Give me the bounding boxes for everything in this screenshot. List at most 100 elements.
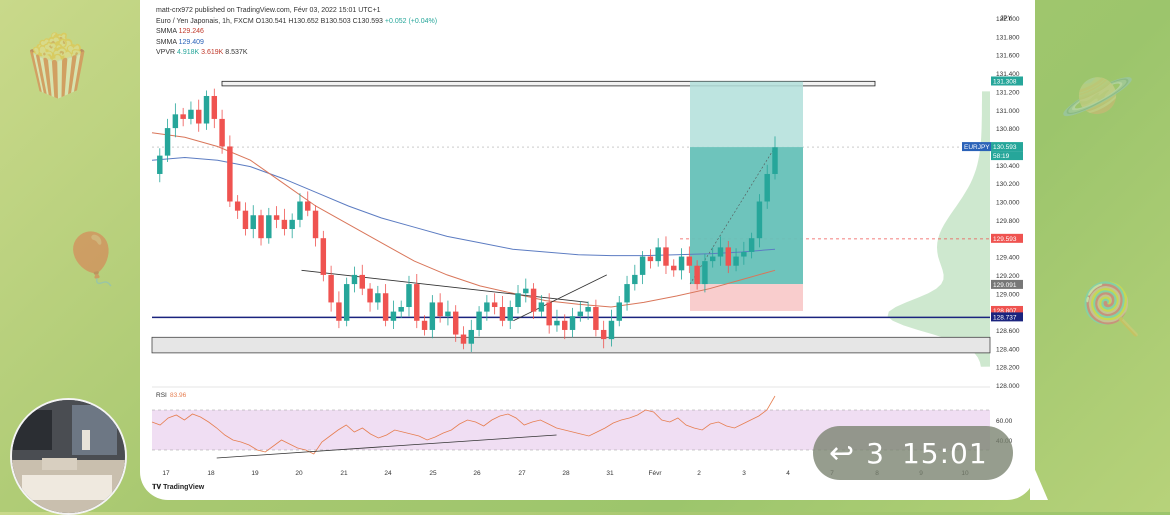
y-tick-label: 129.800	[996, 218, 1020, 225]
candle-body	[421, 320, 428, 330]
background-doodle-icon: 🪐	[1060, 61, 1135, 131]
resistance-zone	[221, 80, 876, 87]
price-badge-label: EURJPY	[964, 144, 990, 151]
smma1-label: SMMA	[156, 28, 177, 36]
candle-body	[382, 293, 389, 321]
candle-body	[608, 320, 615, 340]
candle-body	[414, 284, 420, 321]
vpvr-label: VPVR	[156, 49, 176, 57]
x-tick-label: 21	[340, 470, 348, 477]
candle-body	[375, 293, 381, 303]
candle-body	[709, 256, 716, 262]
candle-body	[273, 215, 280, 220]
chart-header: matt-crx972 published on TradingView.com…	[156, 6, 437, 59]
price-badge-label: 130.593	[993, 144, 1017, 151]
smma-slow-line	[151, 156, 776, 257]
candle-body	[157, 155, 163, 174]
y-tick-label: 131.000	[996, 108, 1020, 115]
candle-body	[671, 265, 677, 271]
x-tick-label: 4	[786, 470, 790, 477]
candle-body	[678, 256, 685, 271]
candle-body	[390, 311, 397, 321]
candle-body	[328, 274, 334, 303]
rsi-line	[151, 395, 776, 455]
reply-count: 3	[866, 436, 884, 470]
candle-body	[437, 302, 443, 317]
sender-avatar[interactable]	[10, 398, 127, 515]
candle-body	[647, 256, 654, 262]
avatar-photo-icon	[12, 400, 125, 513]
volume-profile	[887, 91, 990, 367]
candle-body	[577, 311, 584, 317]
candle-body	[460, 334, 467, 344]
background-doodle-icon: 🍿	[20, 31, 95, 101]
candle-body	[530, 288, 537, 312]
rsi-tick-label: 60.00	[996, 418, 1013, 425]
x-tick-label: 20	[295, 470, 303, 477]
y-tick-label: 130.000	[996, 200, 1020, 207]
candle-body	[336, 302, 342, 321]
price-badge-label: 58:19	[993, 153, 1010, 160]
candle-body	[266, 215, 272, 239]
candle-body	[725, 247, 732, 266]
candle-body	[491, 302, 498, 308]
message-meta[interactable]: ↩ 3 15:01	[813, 426, 1013, 480]
price-badge-label: 128.807	[993, 308, 1017, 315]
candle-body	[359, 274, 365, 289]
price-badge	[991, 151, 1023, 161]
candle-body	[632, 274, 638, 285]
candle-body	[686, 256, 693, 266]
candle-body	[305, 201, 311, 211]
candle-body	[452, 311, 459, 335]
candle-body	[281, 219, 288, 230]
candle-body	[554, 320, 560, 326]
candle-body	[484, 302, 490, 312]
vpvr-row: VPVR 4.918K 3.619K 8.537K	[156, 48, 437, 59]
candle-body	[663, 247, 669, 266]
candle-body	[367, 288, 373, 303]
x-tick-label: 31	[606, 470, 614, 477]
y-tick-label: 131.600	[996, 53, 1020, 60]
vpvr-value-2: 3.619K	[201, 49, 224, 57]
x-tick-label: 17	[162, 470, 170, 477]
candle-body	[343, 284, 350, 321]
x-tick-label: 2	[697, 470, 701, 477]
candle-body	[546, 302, 552, 326]
candle-body	[515, 293, 521, 308]
reply-arrow-icon[interactable]: ↩	[829, 435, 855, 471]
y-tick-label: 130.800	[996, 126, 1020, 133]
vpvr-value-1: 4.918K	[177, 49, 200, 57]
candle-body	[764, 173, 770, 202]
candle-body	[250, 215, 256, 230]
price-badge-label: 129.593	[993, 236, 1017, 243]
smma1-value: 129.246	[178, 28, 204, 36]
tradingview-brand: TradingView	[163, 484, 205, 491]
candle-body	[600, 329, 607, 340]
change-value: +0.052 (+0.04%)	[384, 17, 438, 25]
candle-body	[180, 114, 186, 119]
candle-body	[702, 261, 708, 285]
symbol-name: Euro / Yen Japonais, 1h, FXCM	[156, 17, 254, 25]
low-value: B130.503	[320, 17, 351, 25]
close-value: C130.593	[352, 17, 383, 25]
y-tick-label: 130.400	[996, 163, 1020, 170]
candle-body	[195, 109, 202, 124]
x-tick-label: Févr	[649, 470, 663, 477]
price-badge-label: 129.091	[993, 282, 1017, 289]
x-tick-label: 26	[473, 470, 481, 477]
y-tick-label: 128.200	[996, 365, 1020, 372]
smma2-row: SMMA 129.409	[156, 38, 437, 49]
support-zone	[151, 336, 991, 354]
rsi-label: RSI	[156, 392, 167, 399]
price-badge	[991, 305, 1023, 315]
candle-body	[445, 311, 451, 317]
price-badge-label: 128.737	[993, 314, 1017, 321]
candle-body	[429, 302, 436, 330]
candle-body	[234, 201, 241, 211]
y-tick-label: 128.000	[996, 383, 1020, 390]
candle-body	[593, 307, 599, 330]
x-tick-label: 18	[207, 470, 215, 477]
candle-body	[499, 307, 506, 321]
candle-body	[694, 265, 700, 285]
